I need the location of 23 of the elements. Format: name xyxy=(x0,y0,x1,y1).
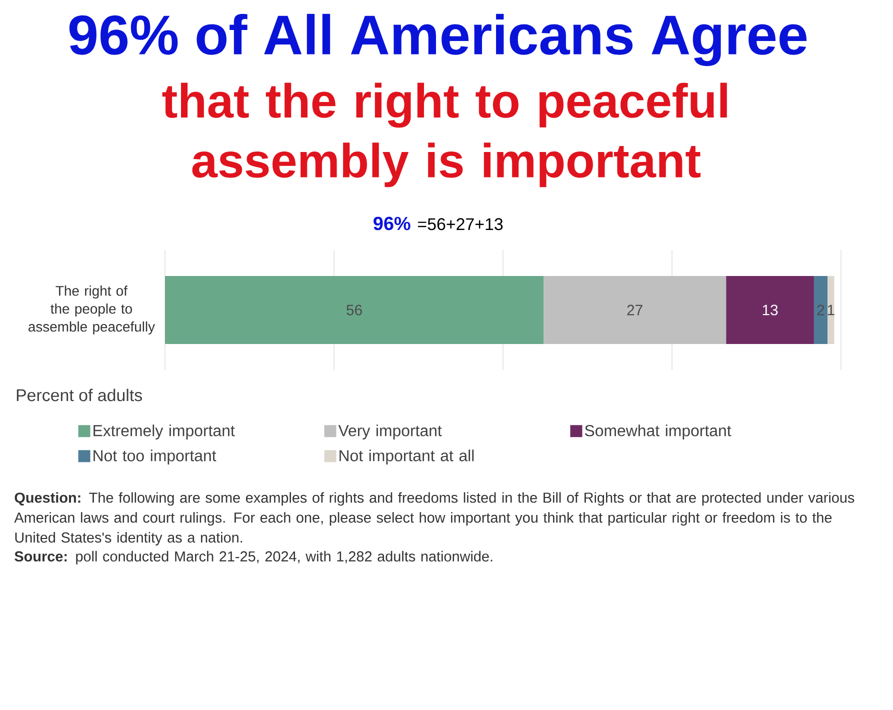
text: Question: The following are some examples of rights and freedoms listed in the Bill of Rights or that are protected under various American laws and court rulings. For each one, please select how important you think that particular right or freedom is to the United States's identity as a nation. xyxy=(14,492,854,546)
legend-label: Extremely important xyxy=(94,424,235,440)
bar xyxy=(165,276,544,344)
legend-title: Percent of adults xyxy=(16,388,142,402)
chart-subtitle: that the right to peaceful assembly is important xyxy=(162,82,727,188)
legend-label: Very important xyxy=(338,424,442,440)
data-label: 13 xyxy=(762,304,778,316)
legend-label: Not important at all xyxy=(340,450,474,464)
bar xyxy=(544,276,726,344)
data-label: 56 xyxy=(346,304,362,316)
legend-label: Somewhat important xyxy=(584,424,732,440)
bar xyxy=(814,276,828,344)
text: 96% xyxy=(374,216,410,230)
data-label: 1 xyxy=(828,304,834,316)
data-label: 2 xyxy=(817,304,824,316)
bar xyxy=(827,276,834,344)
chart-title: 96% of All Americans Agree xyxy=(69,14,807,66)
y-tick-label: The right of the people to assemble peacefully xyxy=(28,286,156,334)
bar xyxy=(726,276,814,344)
text: Source: poll conducted March 21-25, 2024, with 1,282 adults nationwide. xyxy=(14,550,492,564)
text: =56+27+13 xyxy=(418,218,503,230)
legend-label: Not too important xyxy=(94,450,216,464)
data-label: 27 xyxy=(627,304,642,316)
